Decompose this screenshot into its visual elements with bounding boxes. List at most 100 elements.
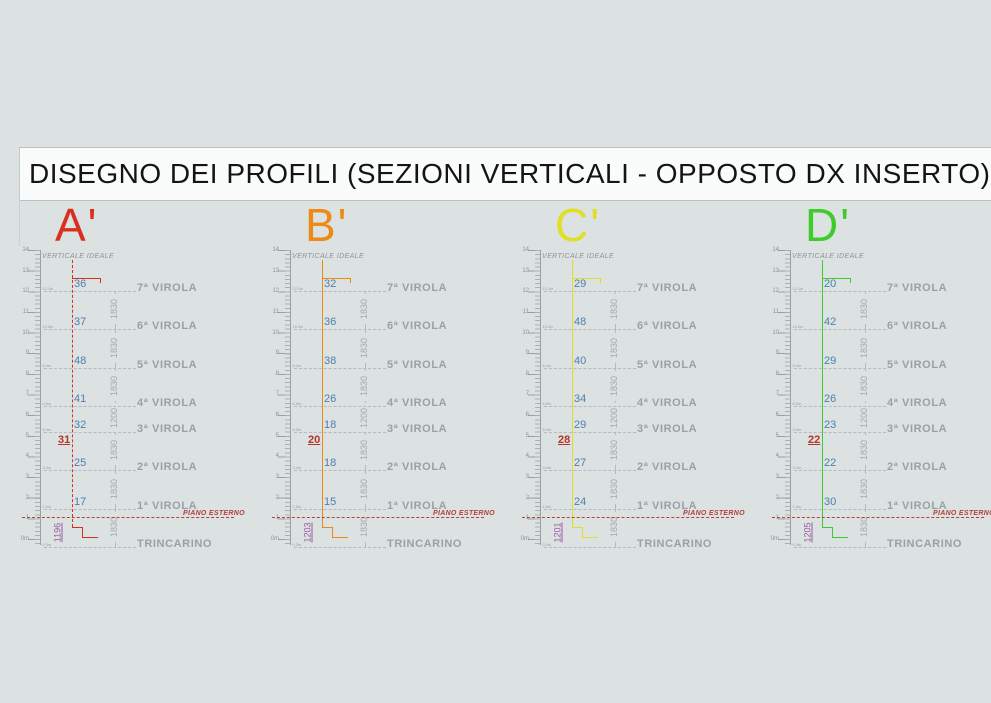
ruler-axis-line xyxy=(540,250,541,545)
deviation-value: 30 xyxy=(824,496,837,508)
profile-line-hook xyxy=(572,278,600,279)
elevation-tick-label: 6.5m xyxy=(42,402,52,406)
row-label: 5ª VIROLA xyxy=(887,359,948,371)
ruler-label: 0m xyxy=(270,535,279,542)
ruler-label: 2 xyxy=(25,494,29,501)
row-leader-line xyxy=(44,547,136,548)
base-value: 1201 xyxy=(552,522,563,543)
deviation-value: 23 xyxy=(824,419,837,431)
elevation-tick-label: 6.5m xyxy=(292,402,302,406)
row-label: 4ª VIROLA xyxy=(637,397,698,409)
ruler-label: 10 xyxy=(22,329,29,336)
elevation-tick-label: 10.3m xyxy=(792,325,804,329)
ruler-label: 4 xyxy=(275,453,279,460)
ruler-label: 0m xyxy=(770,535,779,542)
profile-line-hook xyxy=(100,278,101,283)
dimension-label: 1830 xyxy=(359,293,370,324)
deviation-value: 15 xyxy=(324,496,337,508)
elevation-tick-label: 1.6m xyxy=(792,505,802,509)
deviation-value: 22 xyxy=(824,457,837,469)
deviation-value: 20 xyxy=(824,278,837,290)
profile-line-step xyxy=(572,527,582,528)
ruler-label: 13 xyxy=(522,267,529,274)
row-label: TRINCARINO xyxy=(387,538,463,550)
ruler-label: 12 xyxy=(522,288,529,295)
elevation-tick-label: 0.3m xyxy=(542,543,552,547)
row-leader-line xyxy=(44,406,136,407)
elevation-tick-label: 10.3m xyxy=(542,325,554,329)
profile-panel: C' VERTICALE IDEALE 14 13 12 11 10 9 8 7 6 5 4 3 2 1 0m 1… xyxy=(521,202,766,595)
offset-value: 28 xyxy=(558,434,571,446)
ruler-label: 5 xyxy=(25,432,29,439)
ruler-label: 0m xyxy=(20,535,29,542)
base-value: 1196 xyxy=(52,522,63,543)
ruler-label: 7 xyxy=(525,391,529,398)
deviation-value: 36 xyxy=(324,316,337,328)
deviation-value: 32 xyxy=(74,419,87,431)
dimension-label: 1830 xyxy=(609,370,620,401)
row-label: 2ª VIROLA xyxy=(137,461,198,473)
ruler-label: 6 xyxy=(525,412,529,419)
ruler-label: 13 xyxy=(272,267,279,274)
row-label: 2ª VIROLA xyxy=(387,461,448,473)
row-label: 1ª VIROLA xyxy=(387,500,448,512)
row-leader-line xyxy=(544,291,636,292)
deviation-value: 26 xyxy=(324,393,337,405)
row-label: 5ª VIROLA xyxy=(387,359,448,371)
elevation-tick-label: 5.3m xyxy=(42,428,52,432)
ruler-label: 10 xyxy=(772,329,779,336)
ruler-label: 3 xyxy=(275,474,279,481)
ruler-label: 14 xyxy=(272,247,279,253)
ruler-minor-ticks xyxy=(785,250,790,545)
dimension-label: 1830 xyxy=(109,434,120,465)
dimension-label: 1830 xyxy=(359,473,370,504)
deviation-value: 48 xyxy=(574,316,587,328)
profile-line xyxy=(322,260,323,527)
row-label: 4ª VIROLA xyxy=(137,397,198,409)
row-label: 2ª VIROLA xyxy=(887,461,948,473)
profile-letter: D' xyxy=(805,199,852,251)
ruler-label: 5 xyxy=(775,432,779,439)
deviation-value: 37 xyxy=(74,316,87,328)
title-bar: DISEGNO DEI PROFILI (SEZIONI VERTICALI -… xyxy=(19,147,991,201)
elevation-tick-label: 1.6m xyxy=(42,505,52,509)
elevation-tick-label: 1.6m xyxy=(292,505,302,509)
ruler-label: 12 xyxy=(22,288,29,295)
deviation-value: 41 xyxy=(74,393,87,405)
ruler-label: 11 xyxy=(22,308,29,315)
piano-esterno-line xyxy=(772,517,984,518)
ruler-label: 6 xyxy=(25,412,29,419)
ruler-label: 11 xyxy=(522,308,529,315)
row-label: 6ª VIROLA xyxy=(387,320,448,332)
row-leader-line xyxy=(294,547,386,548)
row-leader-line xyxy=(44,329,136,330)
elevation-tick-label: 10.3m xyxy=(292,325,304,329)
dimension-label: 1830 xyxy=(609,293,620,324)
elevation-tick-label: 1.6m xyxy=(542,505,552,509)
row-leader-line xyxy=(294,509,386,510)
profile-line-step xyxy=(322,527,332,528)
base-value: 1203 xyxy=(302,522,313,543)
ruler-label: 4 xyxy=(775,453,779,460)
profile-line-step xyxy=(832,527,833,537)
deviation-value: 29 xyxy=(574,419,587,431)
ruler-label: 6 xyxy=(275,412,279,419)
row-label: 4ª VIROLA xyxy=(387,397,448,409)
dimension-label: 1830 xyxy=(859,332,870,363)
elevation-tick-label: 12.1m xyxy=(542,287,554,291)
row-label: 1ª VIROLA xyxy=(637,500,698,512)
ruler-label: 7 xyxy=(25,391,29,398)
dimension-label: 1830 xyxy=(859,370,870,401)
deviation-value: 48 xyxy=(74,355,87,367)
row-leader-line xyxy=(294,368,386,369)
elevation-tick-label: 12.1m xyxy=(792,287,804,291)
ruler-label: 2 xyxy=(275,494,279,501)
ruler-label: 1 xyxy=(775,515,779,522)
piano-esterno-label: PIANO ESTERNO xyxy=(933,510,991,517)
piano-esterno-label: PIANO ESTERNO xyxy=(683,510,745,517)
elevation-tick-label: 0.3m xyxy=(292,543,302,547)
piano-esterno-line xyxy=(22,517,234,518)
row-leader-line xyxy=(294,406,386,407)
